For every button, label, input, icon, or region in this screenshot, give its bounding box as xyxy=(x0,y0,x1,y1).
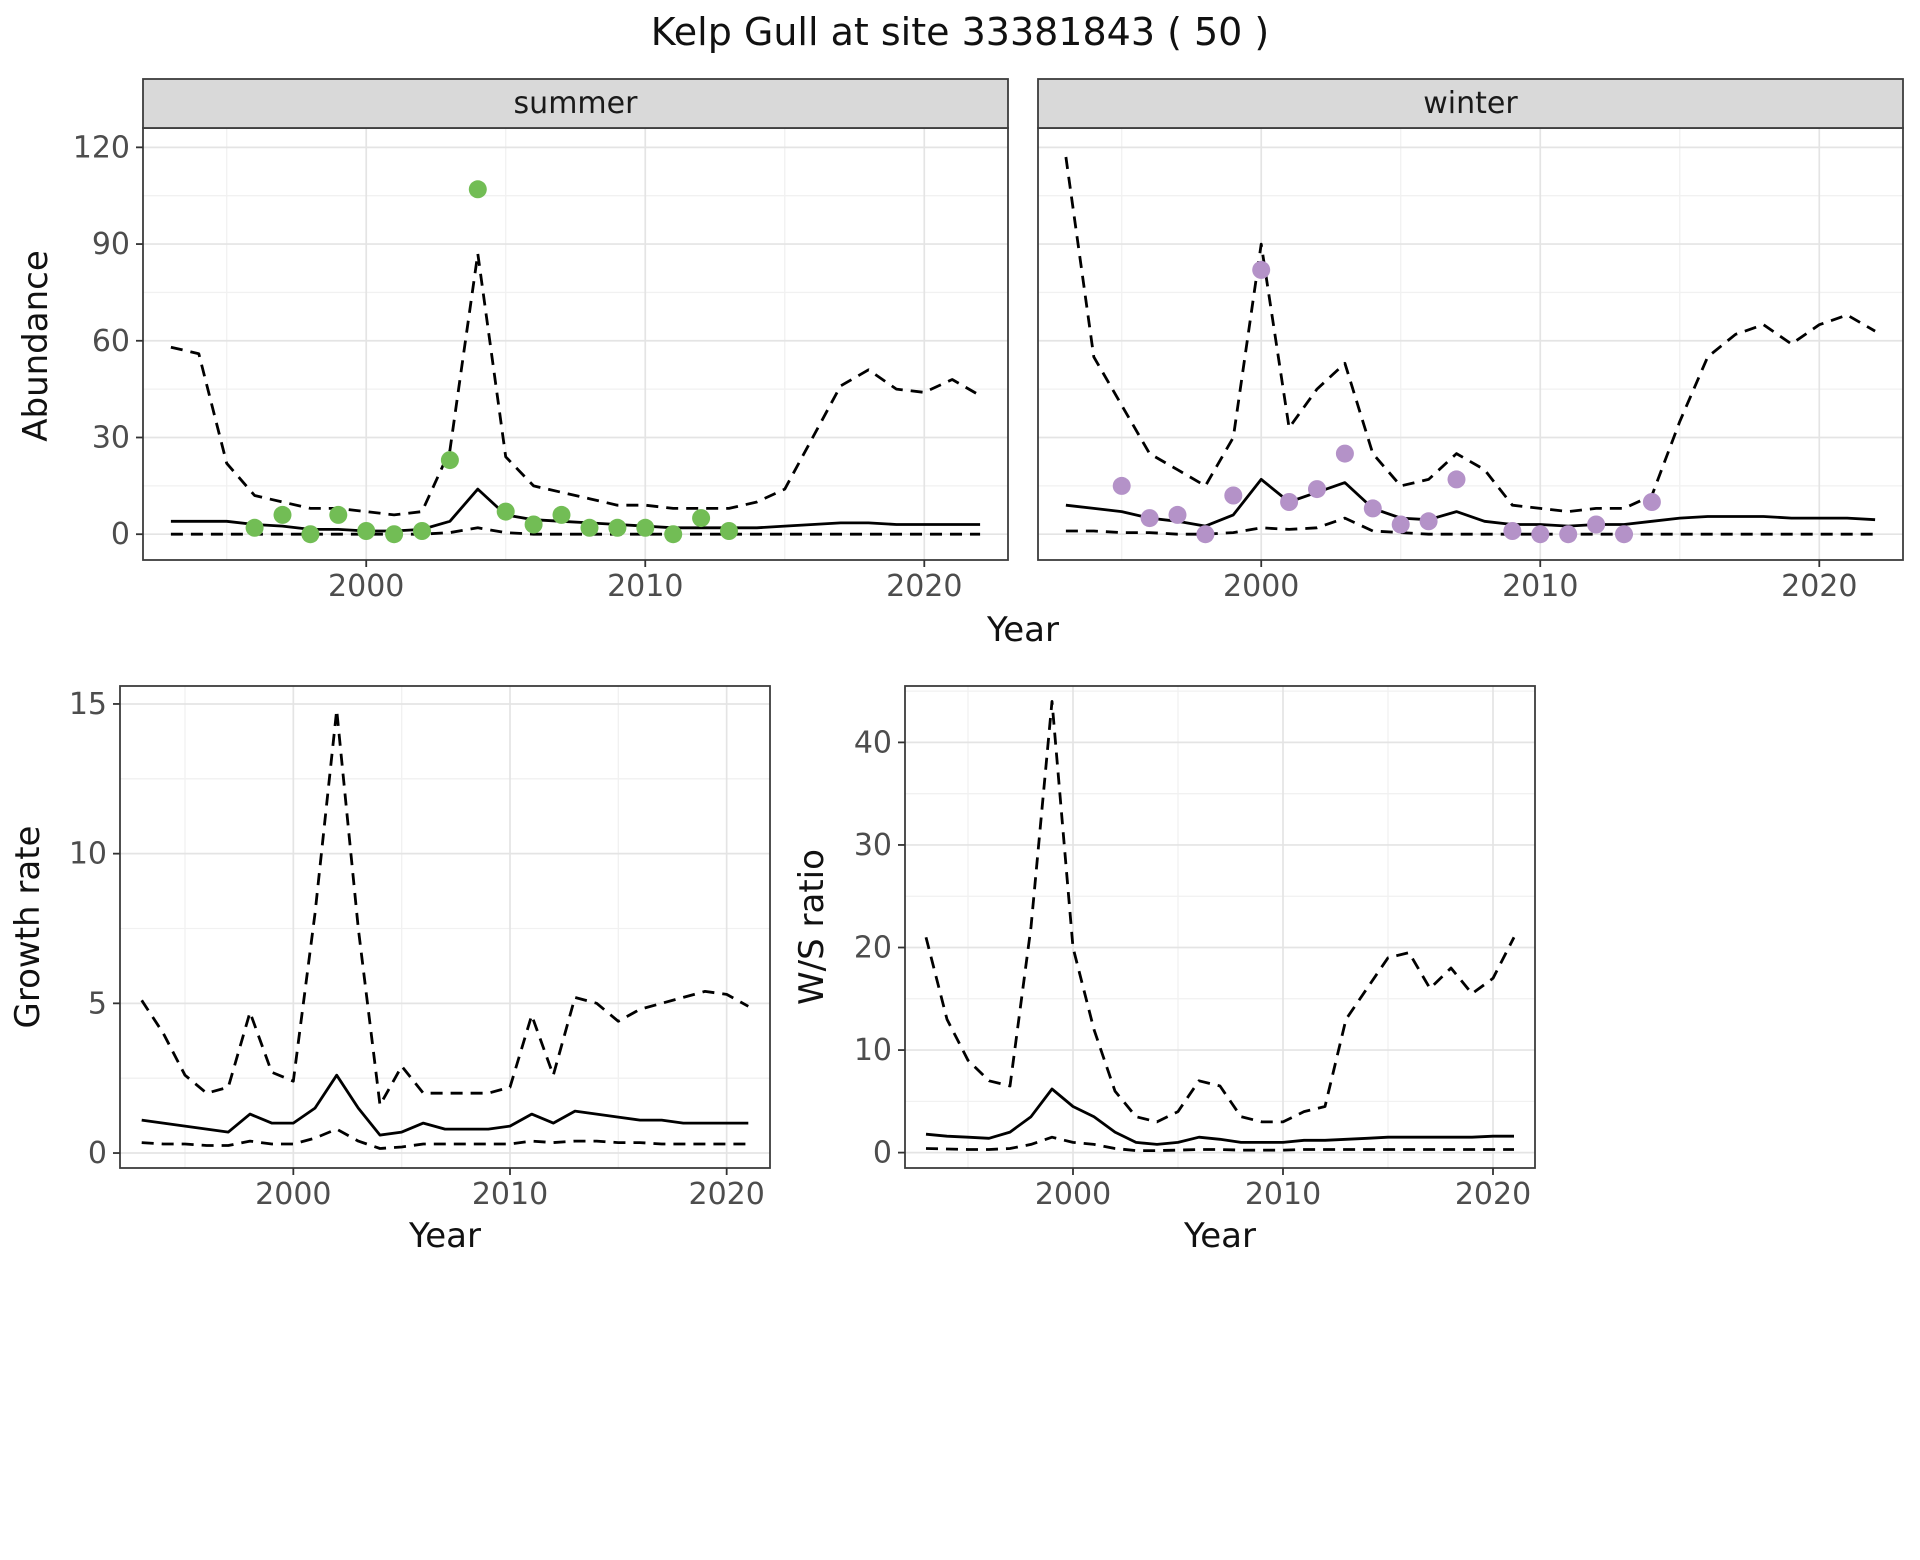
observation-point xyxy=(524,515,543,534)
observation-point xyxy=(1140,509,1159,528)
summer-lower_ci-line xyxy=(170,526,981,536)
y-tick-label: 0 xyxy=(873,1136,892,1171)
ws-ratio-panel: 2000 2010 2020 0 10 20 30 40 xyxy=(854,685,1536,1212)
observation-point xyxy=(692,509,711,528)
observation-point xyxy=(468,180,487,199)
facet-strip xyxy=(1037,78,1904,129)
x-tick-label: 2020 xyxy=(688,1177,764,1212)
x-tick-label: 2010 xyxy=(472,1177,548,1212)
panel-background xyxy=(1038,128,1903,560)
observation-point xyxy=(1308,480,1326,499)
panel-border xyxy=(904,685,1536,1169)
y-tick-label: 90 xyxy=(92,227,130,262)
observation-point xyxy=(580,518,599,537)
winter-lower_ci-line xyxy=(1065,516,1876,536)
y-tick-label: 30 xyxy=(92,420,130,455)
growth-rate-axis-title: Growth rate xyxy=(8,825,48,1029)
observation-point xyxy=(329,505,348,524)
observation-point xyxy=(496,502,515,521)
observation-point xyxy=(273,505,292,524)
observation-point xyxy=(413,522,431,540)
observation-point xyxy=(552,505,571,524)
year-axis-title-ws: Year xyxy=(1184,1216,1256,1256)
observation-point xyxy=(1280,493,1299,511)
observation-point xyxy=(440,451,459,470)
series-group xyxy=(924,700,1516,1152)
y-tick-label: 120 xyxy=(73,130,130,165)
growth-lower_ci-line xyxy=(141,1127,749,1150)
observation-point xyxy=(1419,512,1438,531)
observation-point xyxy=(1112,476,1131,495)
y-tick-label: 15 xyxy=(69,687,107,722)
y-tick-label: 10 xyxy=(854,1033,892,1068)
observation-point xyxy=(1224,486,1243,505)
observation-point xyxy=(1642,493,1661,511)
chart-title: Kelp Gull at site 33381843 ( 50 ) xyxy=(650,10,1270,54)
ws-upper_ci-line xyxy=(924,700,1516,1124)
y-tick-label: 40 xyxy=(854,725,892,760)
panel-background xyxy=(120,686,770,1168)
observation-point xyxy=(301,525,320,544)
panel-background xyxy=(905,686,1535,1168)
observation-point xyxy=(1363,499,1382,518)
abundance-summer-panel: summer 2000 2010 2020 0 30 60 90 120 xyxy=(73,78,1009,604)
panel-background xyxy=(143,128,1008,560)
observation-point xyxy=(1391,515,1410,534)
observation-point xyxy=(1335,444,1354,463)
observation-point xyxy=(720,522,738,540)
y-tick-label: 0 xyxy=(111,517,130,552)
observation-point xyxy=(1531,525,1550,544)
x-tick-label: 2020 xyxy=(1781,569,1857,604)
y-tick-label: 0 xyxy=(88,1136,107,1171)
ws-median-line xyxy=(925,1087,1514,1146)
observation-point xyxy=(245,518,264,537)
observation-point xyxy=(1587,515,1606,534)
x-tick-label: 2000 xyxy=(255,1177,331,1212)
series-group xyxy=(170,180,981,544)
observation-point xyxy=(608,518,627,537)
facet-strip xyxy=(142,78,1009,129)
observation-point xyxy=(1447,470,1466,489)
growth-upper_ci-line xyxy=(140,708,749,1107)
series-group xyxy=(140,708,749,1150)
year-axis-title-growth: Year xyxy=(409,1216,481,1256)
observation-point xyxy=(385,525,404,544)
x-tick-label: 2000 xyxy=(1035,1177,1111,1212)
x-tick-label: 2010 xyxy=(1502,569,1578,604)
ws-ratio-axis-title: W/S ratio xyxy=(792,849,832,1005)
x-tick-label: 2010 xyxy=(1245,1177,1321,1212)
abundance-axis-title: Abundance xyxy=(16,250,56,442)
observation-point xyxy=(1559,525,1578,544)
observation-point xyxy=(357,522,376,540)
observation-point xyxy=(1196,525,1215,544)
observation-point xyxy=(1252,260,1271,279)
observation-point xyxy=(636,518,655,537)
y-tick-label: 30 xyxy=(854,828,892,863)
growth-median-line xyxy=(141,1073,749,1137)
summer-upper_ci-line xyxy=(170,252,981,517)
y-tick-label: 20 xyxy=(854,931,892,966)
x-tick-label: 2000 xyxy=(328,569,404,604)
observation-point xyxy=(1503,522,1522,540)
winter-upper_ci-line xyxy=(1064,156,1876,513)
winter-median-line xyxy=(1065,478,1876,528)
x-tick-label: 2020 xyxy=(1455,1177,1531,1212)
x-tick-label: 2010 xyxy=(607,569,683,604)
x-tick-label: 2000 xyxy=(1223,569,1299,604)
observation-point xyxy=(664,525,683,544)
year-axis-title-top: Year xyxy=(987,610,1059,650)
x-tick-label: 2020 xyxy=(886,569,962,604)
facet-strip-label: summer xyxy=(514,86,639,121)
y-tick-label: 5 xyxy=(88,986,107,1021)
growth-rate-panel: 2000 2010 2020 0 5 10 15 xyxy=(69,685,771,1212)
observation-point xyxy=(1168,505,1187,524)
series-group xyxy=(1064,156,1876,544)
observation-point xyxy=(1615,525,1633,544)
y-tick-label: 60 xyxy=(92,324,130,359)
abundance-winter-panel: winter 2000 2010 2020 xyxy=(1037,78,1904,604)
y-tick-label: 10 xyxy=(69,837,107,872)
facet-strip-label: winter xyxy=(1423,86,1518,121)
panel-border xyxy=(119,685,771,1169)
